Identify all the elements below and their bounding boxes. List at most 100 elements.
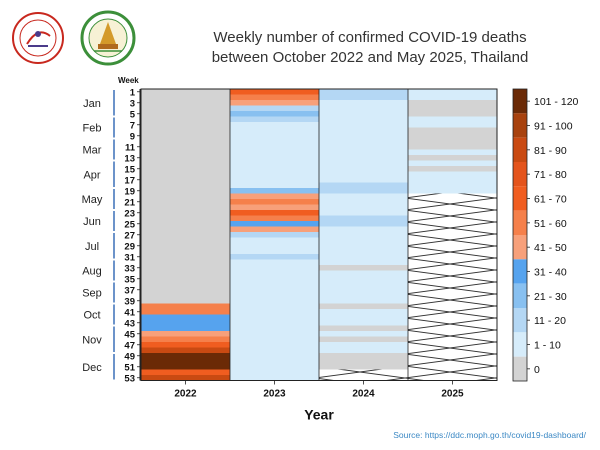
legend-label: 21 - 30 <box>534 291 567 303</box>
heatmap-cell-2024-wk40 <box>319 303 408 309</box>
legend-label: 31 - 40 <box>534 267 567 279</box>
month-label-sep: Sep <box>82 288 102 300</box>
week-tick-label: 21 <box>124 197 135 208</box>
legend-swatch-bin_11_20 <box>513 308 527 333</box>
heatmap-cell-2023-wk23 <box>230 210 319 216</box>
legend-swatch-bin_21_30 <box>513 283 527 308</box>
heatmap-cell-2023-wk27 <box>230 232 319 238</box>
week-tick-label: 23 <box>124 208 135 219</box>
week-tick-label: 51 <box>124 362 135 373</box>
legend-swatch-bin_61_70 <box>513 186 527 211</box>
week-tick-label: 27 <box>124 230 135 241</box>
week-tick-label: 53 <box>124 373 135 384</box>
heatmap-cell-2023-wk5 <box>230 111 319 117</box>
x-tick-label-2023: 2023 <box>263 389 286 400</box>
heatmap-cell-2025-wk1 <box>408 89 497 100</box>
heatmap-cell-2024-wk46 <box>319 336 408 342</box>
week-tick-label: 13 <box>124 153 135 164</box>
legend-label: 0 <box>534 364 540 376</box>
week-tick-label: 29 <box>124 241 135 252</box>
legend-label: 41 - 50 <box>534 242 567 254</box>
legend-swatch-bin_0 <box>513 356 527 381</box>
legend-label: 1 - 10 <box>534 340 561 352</box>
heatmap-cell-2025-wk13 <box>408 155 497 161</box>
heatmap-cell-2024-wk18 <box>319 182 408 194</box>
heatmap-cell-2024-wk45 <box>319 331 408 337</box>
heatmap-cell-2024-wk3 <box>319 100 408 183</box>
heatmap-cell-2025-wk14 <box>408 160 497 166</box>
legend-swatch-bin_1_10 <box>513 332 527 357</box>
week-tick-label: 35 <box>124 274 135 285</box>
plot-frame <box>140 88 498 381</box>
week-axis: Week135791113151719212325272931333537394… <box>118 76 141 384</box>
heatmap-cells <box>141 89 497 381</box>
legend-label: 11 - 20 <box>534 315 566 327</box>
heatmap-cell-2023-wk19 <box>230 188 319 194</box>
week-tick-label: 15 <box>124 164 135 175</box>
heatmap-cell-2025-wk8 <box>408 127 497 150</box>
legend-swatch-bin_31_40 <box>513 259 527 284</box>
heatmap-cell-2022-wk42 <box>141 314 230 320</box>
emblem-logo <box>12 12 64 64</box>
color-legend: 101 - 120 91 - 100 81 - 90 71 - 80 61 - 70 51… <box>512 88 579 382</box>
heatmap-cell-2022-wk43 <box>141 320 230 331</box>
week-tick-label: 5 <box>130 109 136 120</box>
legend-label: 91 - 100 <box>534 121 573 133</box>
legend-label: 71 - 80 <box>534 169 567 181</box>
legend-swatch-bin_91_100 <box>513 113 527 138</box>
logos <box>10 8 140 66</box>
x-tick-label-2022: 2022 <box>174 389 197 400</box>
month-label-jun: Jun <box>83 216 101 228</box>
no-data-hatch <box>408 193 497 381</box>
heatmap-cell-2023-wk25 <box>230 221 319 227</box>
heatmap-cell-2025-wk3 <box>408 100 497 117</box>
heatmap-cell-2023-wk2 <box>230 94 319 100</box>
heatmap-cell-2023-wk24 <box>230 215 319 221</box>
heatmap-cell-2023-wk20 <box>230 193 319 199</box>
week-tick-label: 37 <box>124 285 135 296</box>
week-tick-label: 47 <box>124 340 135 351</box>
month-label-apr: Apr <box>83 169 100 181</box>
heatmap-cell-2023-wk7 <box>230 122 319 188</box>
heatmap-cell-2024-wk26 <box>319 226 408 265</box>
heatmap-cell-2022-wk47 <box>141 342 230 348</box>
week-axis-title: Week <box>118 76 139 85</box>
heatmap-cell-2023-wk4 <box>230 105 319 111</box>
legend-swatch-bin_101_120 <box>513 89 527 114</box>
heatmap-cell-2024-wk34 <box>319 270 408 304</box>
week-tick-label: 43 <box>124 318 135 329</box>
week-tick-label: 25 <box>124 219 135 230</box>
week-tick-label: 39 <box>124 296 135 307</box>
x-axis: 2022 2023 2024 2025 Year <box>174 380 464 423</box>
heatmap-cell-2024-wk47 <box>319 342 408 353</box>
month-label-oct: Oct <box>83 310 100 322</box>
legend-label: 101 - 120 <box>534 96 579 108</box>
heatmap-cell-2025-wk12 <box>408 149 497 155</box>
heatmap-cell-2023-wk26 <box>230 226 319 232</box>
heatmap-cell-2024-wk1 <box>319 89 408 100</box>
legend-swatch-bin_81_90 <box>513 137 527 162</box>
heatmap-cell-2024-wk49 <box>319 353 408 370</box>
month-label-feb: Feb <box>83 123 102 135</box>
legend-swatch-bin_71_80 <box>513 162 527 187</box>
heatmap-cell-2023-wk22 <box>230 204 319 210</box>
chart-title-line-2: between October 2022 and May 2025, Thail… <box>211 49 529 66</box>
heatmap-cell-2024-wk20 <box>319 193 408 216</box>
week-tick-label: 31 <box>124 252 135 263</box>
week-tick-label: 19 <box>124 186 135 197</box>
week-tick-label: 3 <box>130 98 135 109</box>
x-tick-label-2024: 2024 <box>352 389 375 400</box>
heatmap-cell-2024-wk41 <box>319 309 408 326</box>
month-label-may: May <box>82 194 103 206</box>
heatmap-cell-2023-wk21 <box>230 199 319 205</box>
week-tick-label: 9 <box>130 131 135 142</box>
week-tick-label: 49 <box>124 351 135 362</box>
heatmap-cell-2022-wk45 <box>141 331 230 337</box>
legend-label: 81 - 90 <box>534 145 567 157</box>
heatmap-cell-2022-wk53 <box>141 375 230 381</box>
heatmap-cell-2022-wk1 <box>141 89 230 304</box>
chart-title-line-1: Weekly number of confirmed COVID-19 deat… <box>213 29 527 46</box>
month-label-nov: Nov <box>82 334 102 346</box>
heatmap-cell-2022-wk46 <box>141 336 230 342</box>
